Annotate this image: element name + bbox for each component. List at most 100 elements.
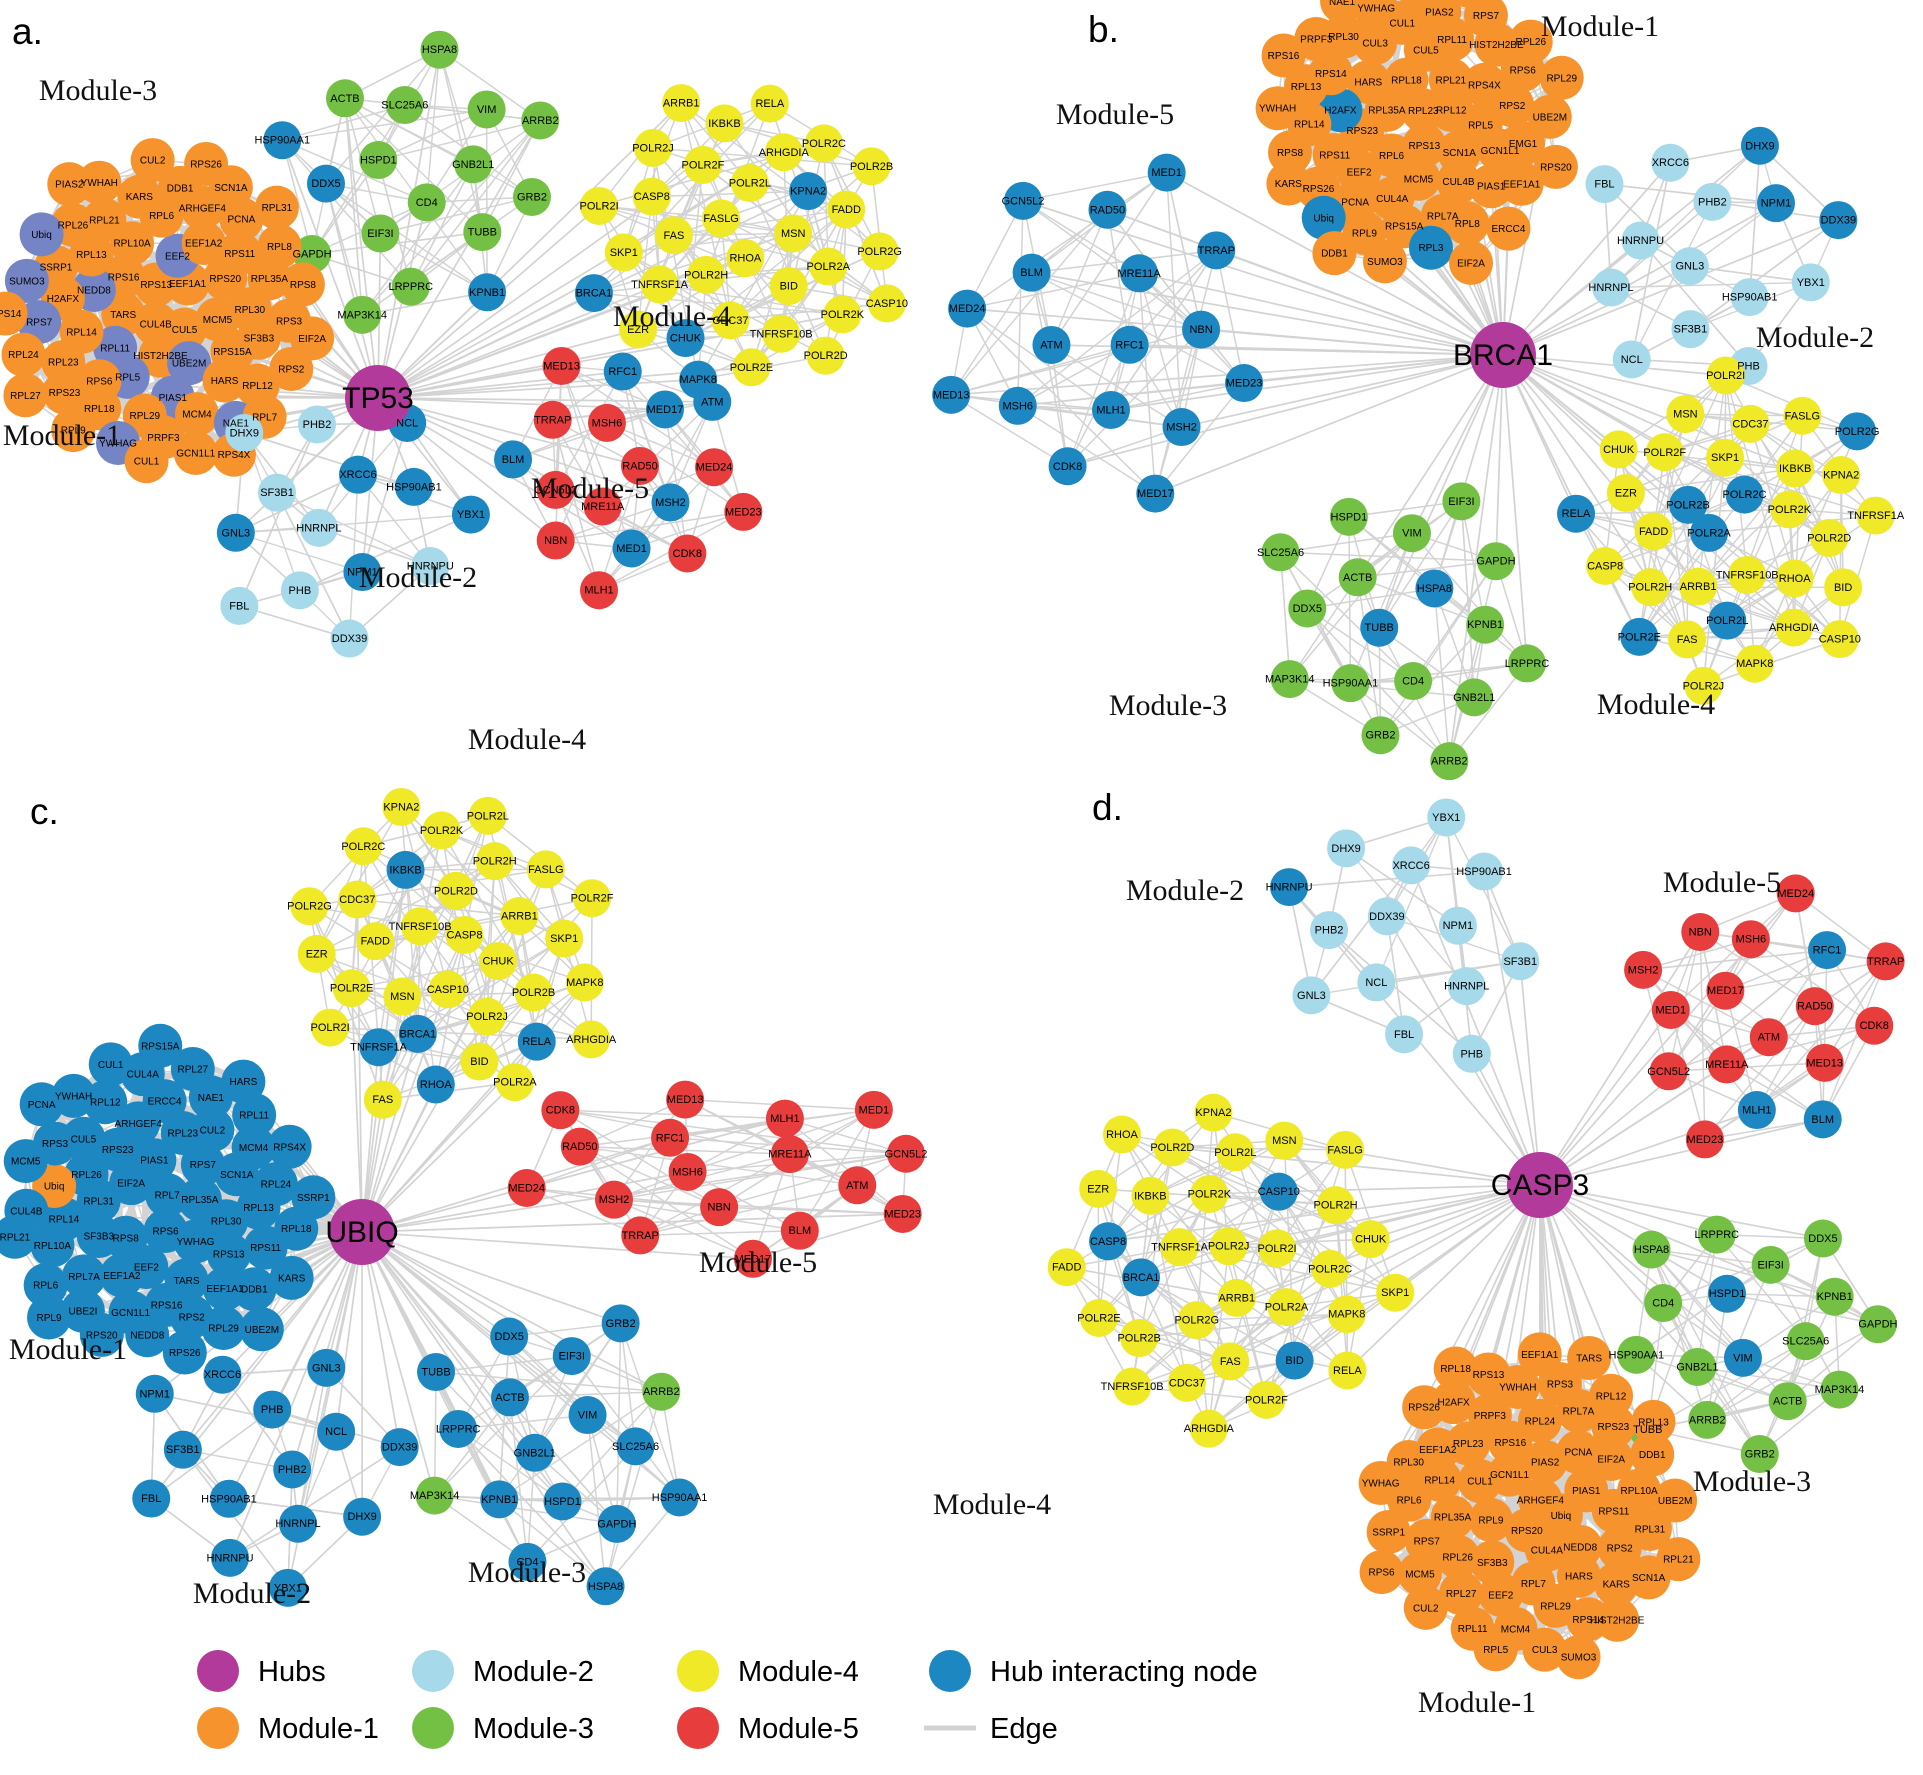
node-label: MED17 — [1137, 488, 1174, 500]
edge — [1138, 1193, 1211, 1339]
node-label: PCNA — [28, 1100, 56, 1111]
node-label: EEF1A2 — [185, 239, 223, 250]
hub-node — [1470, 322, 1536, 388]
node-label: NCL — [1365, 977, 1387, 989]
node-label: NEDD8 — [1563, 1542, 1597, 1553]
node-label: GCN1L1 — [111, 1308, 150, 1319]
node-label: RPL26 — [71, 1170, 102, 1181]
node — [290, 887, 329, 926]
node — [338, 455, 377, 494]
node — [1153, 1128, 1192, 1167]
node-label: RPS2 — [179, 1312, 206, 1323]
node-label: RPL14 — [1294, 120, 1325, 131]
node-label: PIAS2 — [55, 180, 84, 191]
edge — [335, 1231, 363, 1433]
node — [867, 284, 906, 323]
node — [254, 185, 299, 230]
node-label: EEF2 — [134, 1263, 159, 1274]
node-label: YWHAH — [55, 1091, 92, 1102]
node-label: SSRP1 — [297, 1193, 330, 1204]
node-label: POLR2D — [1807, 532, 1851, 544]
module-label: Module-5 — [1056, 98, 1174, 131]
edge — [1625, 467, 1796, 494]
node — [726, 239, 765, 278]
edge — [561, 1390, 663, 1503]
edge — [435, 1355, 573, 1373]
hub-node — [329, 1199, 395, 1265]
edge — [637, 328, 782, 335]
node-label: SF3B1 — [260, 487, 294, 499]
edge — [720, 217, 888, 305]
edge — [229, 1231, 363, 1559]
edge — [950, 328, 1202, 396]
node-label: POLR2C — [1723, 489, 1767, 501]
node — [1182, 310, 1221, 349]
edge — [554, 422, 608, 542]
node-label: RPS4X — [218, 450, 251, 461]
edge — [1647, 1388, 1841, 1431]
edge — [1066, 354, 1504, 468]
edge — [525, 1187, 641, 1237]
node-label: DDX39 — [1821, 215, 1856, 227]
nodes-c — [0, 787, 925, 1607]
module-label: Module-3 — [1693, 1465, 1811, 1498]
legend-label: Module-2 — [473, 1656, 594, 1688]
node-label: YBX1 — [457, 509, 485, 521]
node-label: DDX5 — [311, 178, 340, 190]
node — [619, 310, 658, 349]
node — [1731, 404, 1770, 443]
node — [543, 1482, 582, 1521]
hub-label: BRCA1 — [1453, 339, 1553, 372]
node — [460, 1042, 499, 1081]
node — [1408, 225, 1453, 270]
node-label: RPS13 — [1473, 1370, 1505, 1381]
node — [573, 879, 612, 918]
node — [666, 319, 705, 358]
node-label: RPL35A — [181, 1195, 219, 1206]
edge — [1539, 1009, 1672, 1186]
node — [1805, 1043, 1844, 1082]
node — [1270, 868, 1309, 907]
node-label: CUL2 — [140, 156, 166, 167]
module-label: Module-4 — [1597, 688, 1715, 721]
node-label: NCL — [396, 417, 418, 429]
edge — [361, 119, 541, 316]
node-label: ARHGDIA — [759, 147, 810, 159]
node — [645, 390, 684, 429]
node — [1749, 1018, 1788, 1057]
node-label: RPS7 — [1414, 1536, 1441, 1547]
edge — [1121, 1133, 1238, 1299]
node-label: SKP1 — [1381, 1287, 1409, 1299]
node — [770, 1135, 809, 1174]
edge — [377, 119, 542, 161]
node — [253, 1162, 298, 1207]
node-label: RPL5 — [1483, 1645, 1508, 1656]
node-label: PRPF3 — [147, 433, 180, 444]
node — [170, 1046, 215, 1091]
node-label: HSPA8 — [422, 44, 457, 56]
node — [724, 492, 763, 531]
node — [468, 997, 507, 1036]
node — [1354, 0, 1399, 31]
edge — [481, 119, 542, 233]
edge — [435, 991, 535, 1086]
node-label: RHOA — [420, 1079, 452, 1091]
edge — [1539, 1184, 1654, 1456]
node — [468, 273, 507, 312]
node — [163, 1430, 202, 1469]
node — [762, 314, 801, 353]
node-label: HSP90AB1 — [1456, 866, 1512, 878]
node — [145, 1173, 190, 1218]
edge — [1689, 219, 1840, 330]
node-label: RPL35A — [1434, 1513, 1472, 1524]
edge — [639, 1229, 801, 1237]
node-label: POLR2K — [821, 309, 865, 321]
node-label: CUL4B — [10, 1206, 43, 1217]
node-label: RPL18 — [84, 404, 115, 415]
node-label: YWHAH — [1499, 1382, 1536, 1393]
edge — [433, 1494, 618, 1525]
node — [1651, 990, 1690, 1029]
node — [1649, 1052, 1688, 1091]
node-label: TUBB — [1633, 1424, 1662, 1436]
edge — [1138, 272, 1504, 356]
